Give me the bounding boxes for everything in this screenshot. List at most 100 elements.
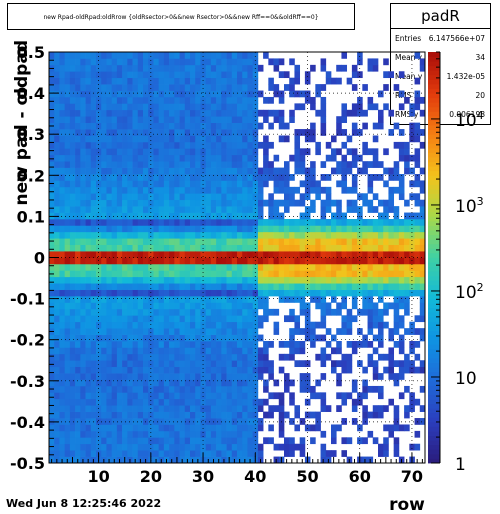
- x-tick-label: 60: [349, 467, 371, 486]
- heatmap-cell: [184, 71, 191, 79]
- heatmap-cell: [231, 186, 238, 194]
- heatmap-cell: [221, 385, 227, 393]
- heatmap-cell: [341, 353, 348, 361]
- color-scale-swatch: [428, 321, 440, 327]
- heatmap-cell: [195, 206, 201, 213]
- heatmap-cell: [153, 398, 160, 406]
- heatmap-cell: [122, 141, 128, 149]
- heatmap-cell: [284, 411, 290, 419]
- heatmap-cell: [127, 443, 133, 451]
- heatmap-cell: [101, 430, 107, 438]
- heatmap-cell: [69, 116, 76, 123]
- heatmap-cell: [101, 148, 107, 156]
- heatmap-cell: [163, 257, 170, 265]
- heatmap-cell: [106, 302, 113, 310]
- heatmap-cell: [127, 283, 133, 290]
- heatmap-cell: [153, 218, 160, 226]
- heatmap-cell: [80, 109, 86, 117]
- heatmap-cell: [284, 257, 290, 265]
- heatmap-cell: [122, 244, 128, 252]
- heatmap-cell: [351, 71, 358, 79]
- heatmap-cell: [148, 283, 154, 290]
- color-scale-swatch: [428, 166, 440, 172]
- heatmap-cell: [132, 96, 139, 104]
- heatmap-cell: [278, 418, 285, 425]
- heatmap-cell: [143, 186, 149, 194]
- heatmap-cell: [367, 308, 374, 316]
- heatmap-cell: [372, 315, 379, 323]
- heatmap-cell: [252, 443, 259, 451]
- heatmap-cell: [284, 315, 290, 323]
- heatmap-cell: [80, 238, 86, 246]
- heatmap-cell: [179, 148, 186, 156]
- heatmap-cell: [200, 174, 207, 181]
- heatmap-cell: [299, 373, 306, 380]
- heatmap-cell: [383, 302, 389, 310]
- heatmap-cell: [320, 289, 327, 297]
- heatmap-cell: [174, 392, 180, 400]
- heatmap-cell: [242, 96, 248, 104]
- heatmap-cell: [346, 263, 353, 271]
- heatmap-cell: [85, 116, 92, 123]
- heatmap-cell: [132, 366, 139, 374]
- heatmap-cell: [336, 180, 342, 188]
- heatmap-cell: [195, 424, 201, 432]
- heatmap-cell: [163, 103, 170, 111]
- heatmap-cell: [325, 238, 332, 246]
- heatmap-cell: [341, 437, 348, 445]
- heatmap-cell: [132, 398, 139, 406]
- heatmap-cell: [268, 308, 274, 316]
- heatmap-cell: [263, 379, 269, 387]
- heatmap-cell: [210, 84, 217, 91]
- heatmap-cell: [122, 186, 128, 194]
- heatmap-cell: [59, 315, 66, 323]
- heatmap-cell: [351, 340, 358, 348]
- heatmap-cell: [341, 186, 348, 194]
- heatmap-cell: [184, 180, 191, 188]
- heatmap-cell: [367, 225, 374, 233]
- heatmap-cell: [75, 167, 81, 175]
- heatmap-cell: [310, 437, 316, 445]
- heatmap-cell: [200, 180, 207, 188]
- heatmap-cell: [122, 90, 128, 98]
- heatmap-cell: [174, 385, 180, 393]
- heatmap-cell: [237, 328, 243, 335]
- color-scale-swatch: [428, 207, 440, 213]
- heatmap-cell: [132, 161, 139, 168]
- heatmap-cell: [49, 148, 55, 156]
- heatmap-cell: [257, 167, 264, 175]
- heatmap-cell: [216, 103, 222, 111]
- heatmap-cell: [148, 58, 154, 66]
- heatmap-cell: [111, 96, 118, 104]
- heatmap-cell: [153, 212, 160, 220]
- heatmap-cell: [143, 238, 149, 246]
- heatmap-cell: [69, 321, 76, 329]
- heatmap-cell: [242, 398, 248, 406]
- heatmap-cell: [158, 321, 165, 329]
- heatmap-cell: [64, 308, 71, 316]
- heatmap-cell: [143, 129, 149, 136]
- heatmap-cell: [101, 154, 107, 162]
- heatmap-cell: [169, 353, 175, 361]
- heatmap-cell: [351, 238, 358, 246]
- heatmap-cell: [310, 424, 316, 432]
- heatmap-cell: [169, 340, 175, 348]
- color-scale-swatch: [428, 275, 440, 281]
- heatmap-cell: [273, 64, 280, 72]
- heatmap-cell: [163, 231, 170, 239]
- heatmap-cell: [336, 251, 342, 258]
- heatmap-cell: [59, 450, 66, 457]
- heatmap-cell: [289, 109, 295, 117]
- heatmap-cell: [341, 52, 348, 59]
- heatmap-cell: [122, 129, 128, 136]
- heatmap-cell: [357, 360, 363, 368]
- heatmap-cell: [247, 270, 254, 278]
- heatmap-cell: [284, 161, 290, 168]
- heatmap-cell: [174, 347, 180, 355]
- heatmap-cell: [190, 64, 196, 72]
- heatmap-cell: [184, 238, 191, 246]
- heatmap-cell: [158, 206, 165, 213]
- heatmap-cell: [383, 244, 389, 252]
- heatmap-cell: [80, 141, 86, 149]
- heatmap-cell: [96, 77, 102, 85]
